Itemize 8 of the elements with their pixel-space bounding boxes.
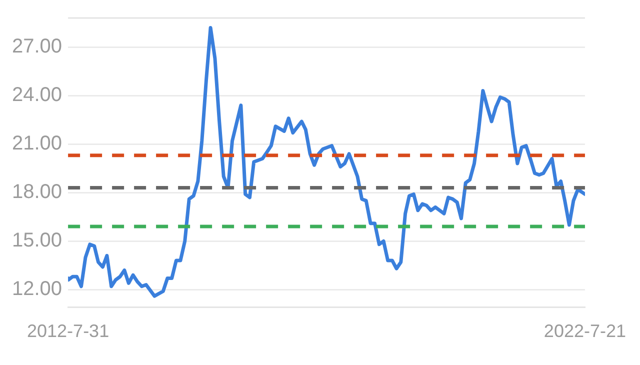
y-tick-label: 12.00	[12, 278, 62, 300]
y-tick-label: 15.00	[12, 230, 62, 252]
x-tick-label: 2022-7-21	[544, 321, 626, 342]
y-tick-label: 24.00	[12, 84, 62, 106]
x-tick-label: 2012-7-31	[27, 321, 110, 342]
y-tick-label: 18.00	[12, 181, 62, 204]
y-tick-label: 27.00	[12, 36, 62, 58]
y-tick-label: 21.00	[12, 132, 62, 155]
